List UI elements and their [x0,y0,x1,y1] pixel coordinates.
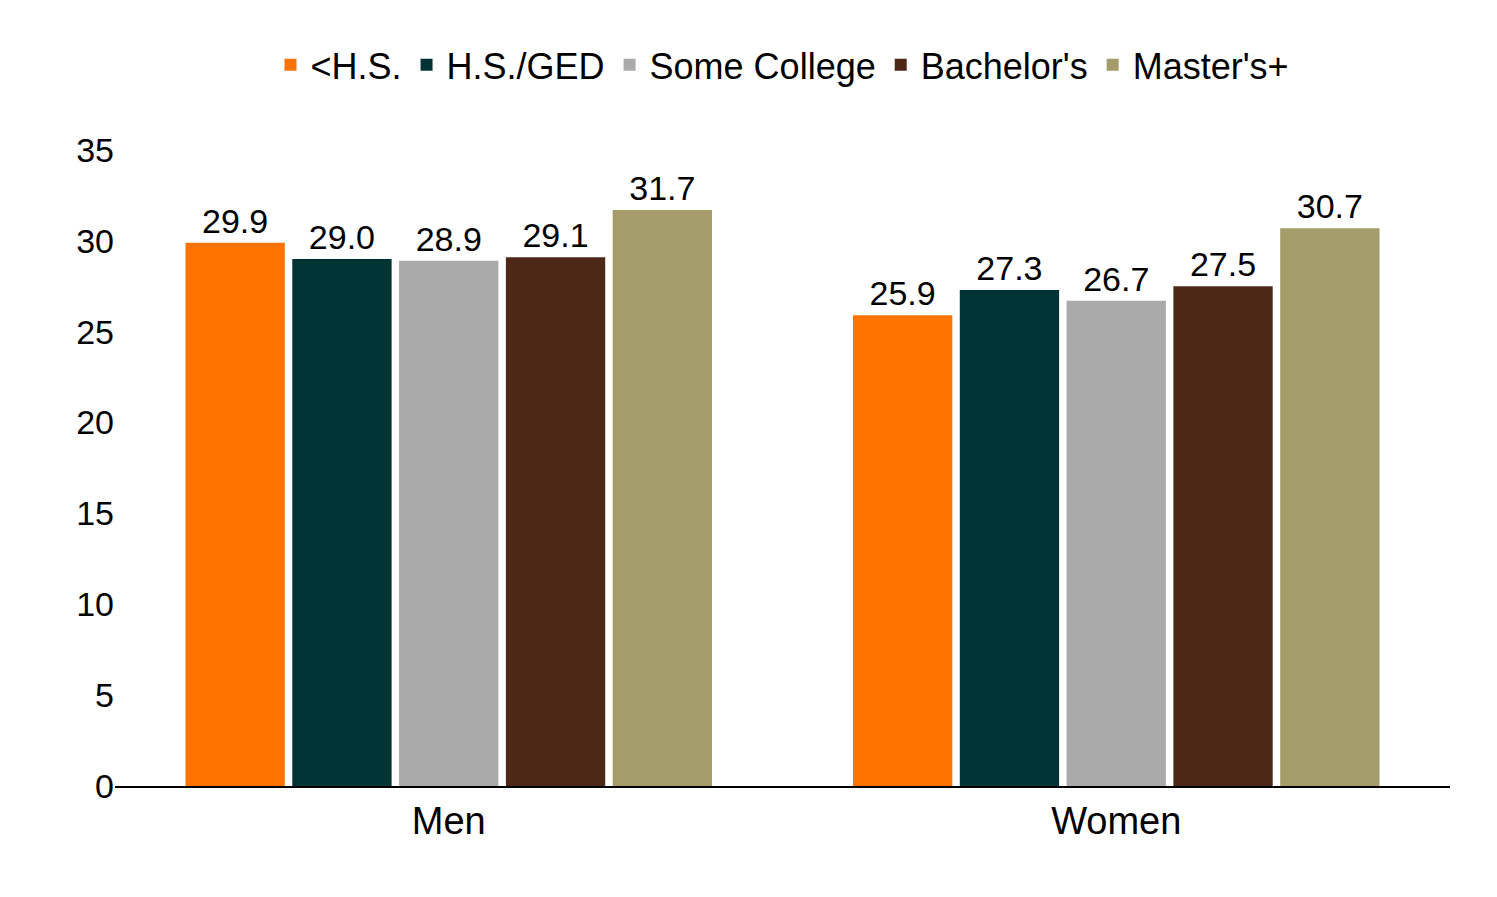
svg-text:28.9: 28.9 [416,220,482,258]
svg-text:0: 0 [95,767,114,805]
svg-text:30.7: 30.7 [1297,187,1363,225]
svg-text:15: 15 [76,494,114,532]
svg-text:27.5: 27.5 [1190,245,1256,283]
svg-text:Master's+: Master's+ [1133,46,1289,87]
svg-text:31.7: 31.7 [629,169,695,207]
svg-text:29.0: 29.0 [309,218,375,256]
svg-text:H.S./GED: H.S./GED [447,46,605,87]
svg-text:Some College: Some College [650,46,876,87]
svg-text:Men: Men [412,800,486,842]
svg-text:25.9: 25.9 [870,274,936,312]
svg-text:26.7: 26.7 [1083,260,1149,298]
svg-text:35: 35 [76,131,114,169]
svg-text:30: 30 [76,222,114,260]
svg-text:29.1: 29.1 [522,216,588,254]
svg-text:10: 10 [76,585,114,623]
svg-text:Women: Women [1051,800,1181,842]
svg-text:29.9: 29.9 [202,202,268,240]
svg-text:20: 20 [76,403,114,441]
svg-text:5: 5 [95,676,114,714]
svg-text:27.3: 27.3 [976,249,1042,287]
svg-text:25: 25 [76,313,114,351]
svg-text:Bachelor's: Bachelor's [921,46,1088,87]
svg-text:<H.S.: <H.S. [311,46,402,87]
